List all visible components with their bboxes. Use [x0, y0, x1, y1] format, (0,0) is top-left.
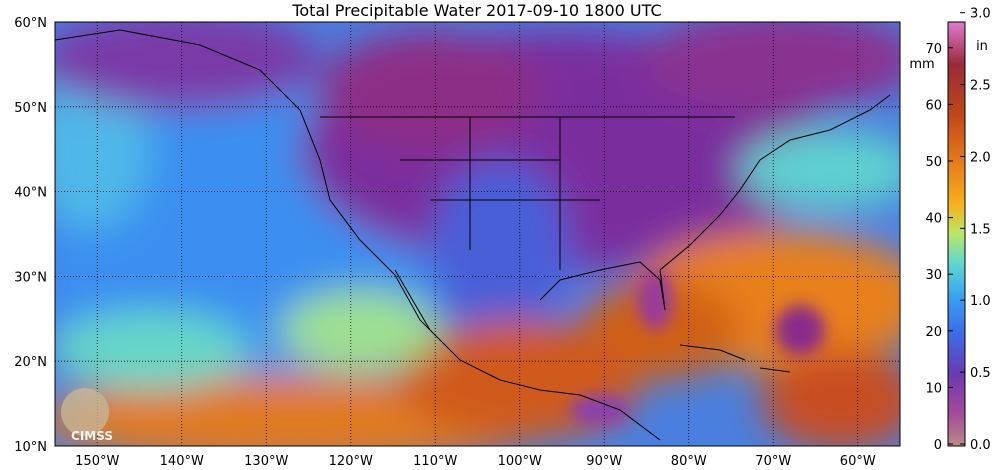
colorbar-mm-label: 10 — [925, 381, 942, 396]
colorbar-in-label: 2.0 — [970, 150, 991, 165]
colorbar-mm-label: 20 — [925, 325, 942, 340]
lat-label: 10°N — [14, 440, 47, 455]
lon-label: 110°W — [413, 454, 457, 469]
colorbar-mm-label: 60 — [925, 98, 942, 113]
lat-label: 60°N — [14, 16, 47, 31]
lat-label: 20°N — [14, 355, 47, 370]
logo: CIMSS — [61, 388, 113, 443]
map-title: Total Precipitable Water 2017-09-10 1800… — [291, 1, 661, 20]
colorbar-mm-label: 70 — [925, 42, 942, 57]
colorbar-mm-label: 0 — [934, 438, 942, 453]
lon-label: 70°W — [755, 454, 791, 469]
lon-label: 150°W — [75, 454, 119, 469]
colorbar — [947, 21, 966, 447]
colorbar-mm-label: 50 — [925, 155, 942, 170]
colorbar-in-unit: in — [976, 39, 988, 54]
map-frame — [54, 21, 901, 447]
colorbar-in-label: 3.0 — [970, 7, 991, 22]
lon-label: 140°W — [160, 454, 204, 469]
lon-label: 90°W — [586, 454, 622, 469]
lat-label: 40°N — [14, 186, 47, 201]
lon-label: 120°W — [329, 454, 373, 469]
colorbar-in-label: 1.5 — [970, 222, 991, 237]
lon-label: 80°W — [671, 454, 707, 469]
colorbar-mm-unit: mm — [909, 57, 934, 72]
colorbar-in-label: 1.0 — [970, 294, 991, 309]
tpw-field — [55, 22, 900, 446]
logo-text: CIMSS — [71, 429, 113, 443]
lat-label: 30°N — [14, 270, 47, 285]
lon-label: 60°W — [840, 454, 876, 469]
colorbar-mm-label: 30 — [925, 268, 942, 283]
colorbar-mm-label: 40 — [925, 212, 942, 227]
colorbar-in-label: 0.0 — [970, 438, 991, 453]
lat-label: 50°N — [14, 101, 47, 116]
colorbar-in-label: 2.5 — [970, 79, 991, 94]
lon-label: 130°W — [244, 454, 288, 469]
colorbar-in-label: 0.5 — [970, 366, 991, 381]
lon-label: 100°W — [498, 454, 542, 469]
